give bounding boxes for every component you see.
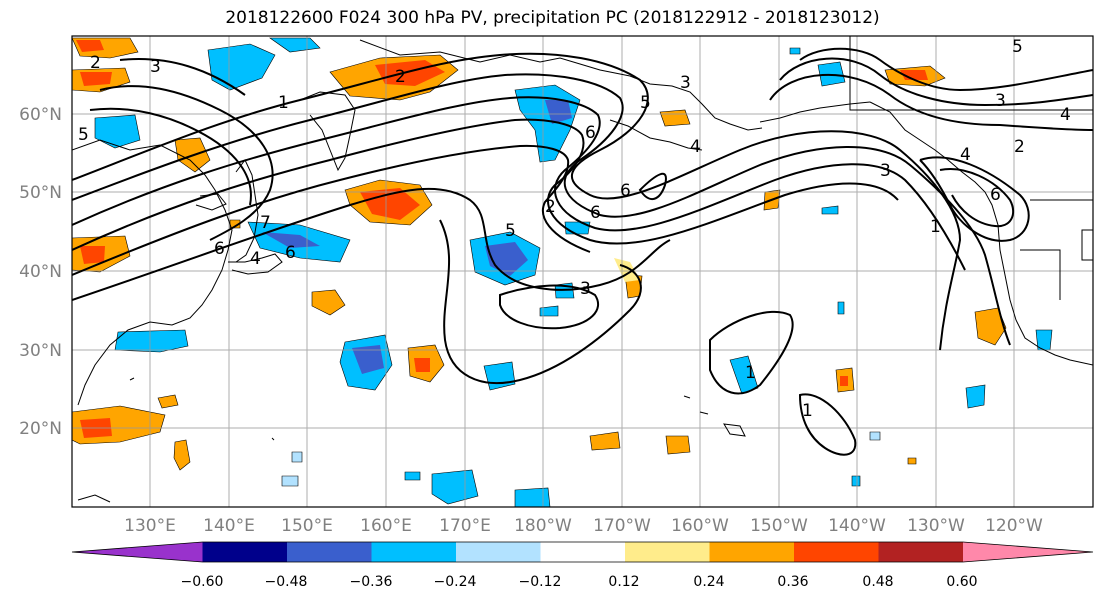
contour-label: 6 xyxy=(214,239,225,259)
contour-label: 5 xyxy=(1012,37,1023,57)
colorbar-segment xyxy=(287,542,372,562)
contour-label: 3 xyxy=(880,161,891,181)
colorbar-tick-label: −0.48 xyxy=(265,574,308,590)
colorbar-segment xyxy=(202,542,287,562)
lat-label: 50°N xyxy=(19,183,62,203)
gridlines xyxy=(72,36,1093,507)
lon-label: 170°E xyxy=(439,516,491,536)
contour-label: 3 xyxy=(995,91,1006,111)
colorbar-segment xyxy=(625,542,710,562)
colorbar-tick-label: 0.48 xyxy=(862,574,893,590)
contour-label: 1 xyxy=(278,93,289,113)
contour-label: 5 xyxy=(505,221,516,241)
colorbar-segment xyxy=(371,542,456,562)
lon-label: 130°E xyxy=(124,516,176,536)
map-frame xyxy=(71,35,1094,508)
contour-label: 4 xyxy=(960,145,971,165)
colorbar-outline xyxy=(71,541,1094,563)
lon-label: 140°E xyxy=(203,516,255,536)
lat-label: 60°N xyxy=(19,105,62,125)
contour-label: 2 xyxy=(90,53,101,73)
contour-label: 4 xyxy=(1060,105,1071,125)
map-title: 2018122600 F024 300 hPa PV, precipitatio… xyxy=(225,8,880,28)
lon-label: 130°W xyxy=(907,516,965,536)
contour-label: 3 xyxy=(680,73,691,93)
colorbar-tick-label: −0.12 xyxy=(519,574,562,590)
colorbar-segment xyxy=(878,542,963,562)
contour-label: 2 xyxy=(395,67,406,87)
contour-label: 6 xyxy=(990,185,1001,205)
lon-label: 160°W xyxy=(671,516,729,536)
colorbar-segment xyxy=(794,542,879,562)
contour-label: 4 xyxy=(690,137,701,157)
colorbar-tick-label: 0.36 xyxy=(777,574,808,590)
colorbar-tick-label: 0.24 xyxy=(693,574,724,590)
contour-label: 6 xyxy=(585,123,596,143)
colorbar-tick-label: −0.24 xyxy=(434,574,477,590)
lon-label: 150°W xyxy=(750,516,808,536)
lat-label: 20°N xyxy=(19,419,62,439)
contour-label: 4 xyxy=(250,249,261,269)
colorbar-tick-label: −0.60 xyxy=(181,574,224,590)
lon-label: 170°W xyxy=(593,516,651,536)
contour-label: 6 xyxy=(620,181,631,201)
contour-label: 1 xyxy=(745,363,756,383)
contour-label: 3 xyxy=(580,279,591,299)
colorbar-tick-label: −0.36 xyxy=(350,574,393,590)
contour-label: 6 xyxy=(590,203,601,223)
lon-label: 120°W xyxy=(985,516,1043,536)
contour-label: 3 xyxy=(150,57,161,77)
contour-label: 7 xyxy=(260,213,271,233)
lon-label: 180°W xyxy=(514,516,572,536)
coastlines xyxy=(72,36,1093,503)
contour-label: 2 xyxy=(545,197,556,217)
contour-label: 1 xyxy=(930,217,941,237)
colorbar xyxy=(71,541,1094,563)
contour-label: 5 xyxy=(78,125,89,145)
contour-label: 1 xyxy=(802,401,813,421)
colorbar-segment xyxy=(456,542,541,562)
lat-label: 30°N xyxy=(19,341,62,361)
precipitation-shading xyxy=(72,37,1053,507)
colorbar-segment xyxy=(540,542,625,562)
colorbar-extend-max xyxy=(963,542,1093,562)
lon-label: 150°E xyxy=(281,516,333,536)
longitude-labels: 130°E 140°E 150°E 160°E 170°E 180°W 170°… xyxy=(124,516,1043,536)
contour-labels: 3 1 2 6 5 4 2 6 3 6 5 3 1 1 3 4 6 1 4 5 xyxy=(78,37,1071,421)
lon-label: 140°W xyxy=(828,516,886,536)
colorbar-extend-min xyxy=(72,542,203,562)
colorbar-tick-label: 0.60 xyxy=(946,574,977,590)
colorbar-tick-labels: −0.60 −0.48 −0.36 −0.24 −0.12 0.12 0.24 … xyxy=(181,574,978,590)
colorbar-segment xyxy=(709,542,794,562)
latitude-labels: 60°N 50°N 40°N 30°N 20°N xyxy=(19,105,62,439)
pv-contours xyxy=(72,47,1093,456)
lat-label: 40°N xyxy=(19,262,62,282)
contour-label: 2 xyxy=(1014,137,1025,157)
lon-label: 160°E xyxy=(360,516,412,536)
colorbar-tick-label: 0.12 xyxy=(608,574,639,590)
contour-label: 6 xyxy=(285,243,296,263)
contour-label: 5 xyxy=(640,93,651,113)
